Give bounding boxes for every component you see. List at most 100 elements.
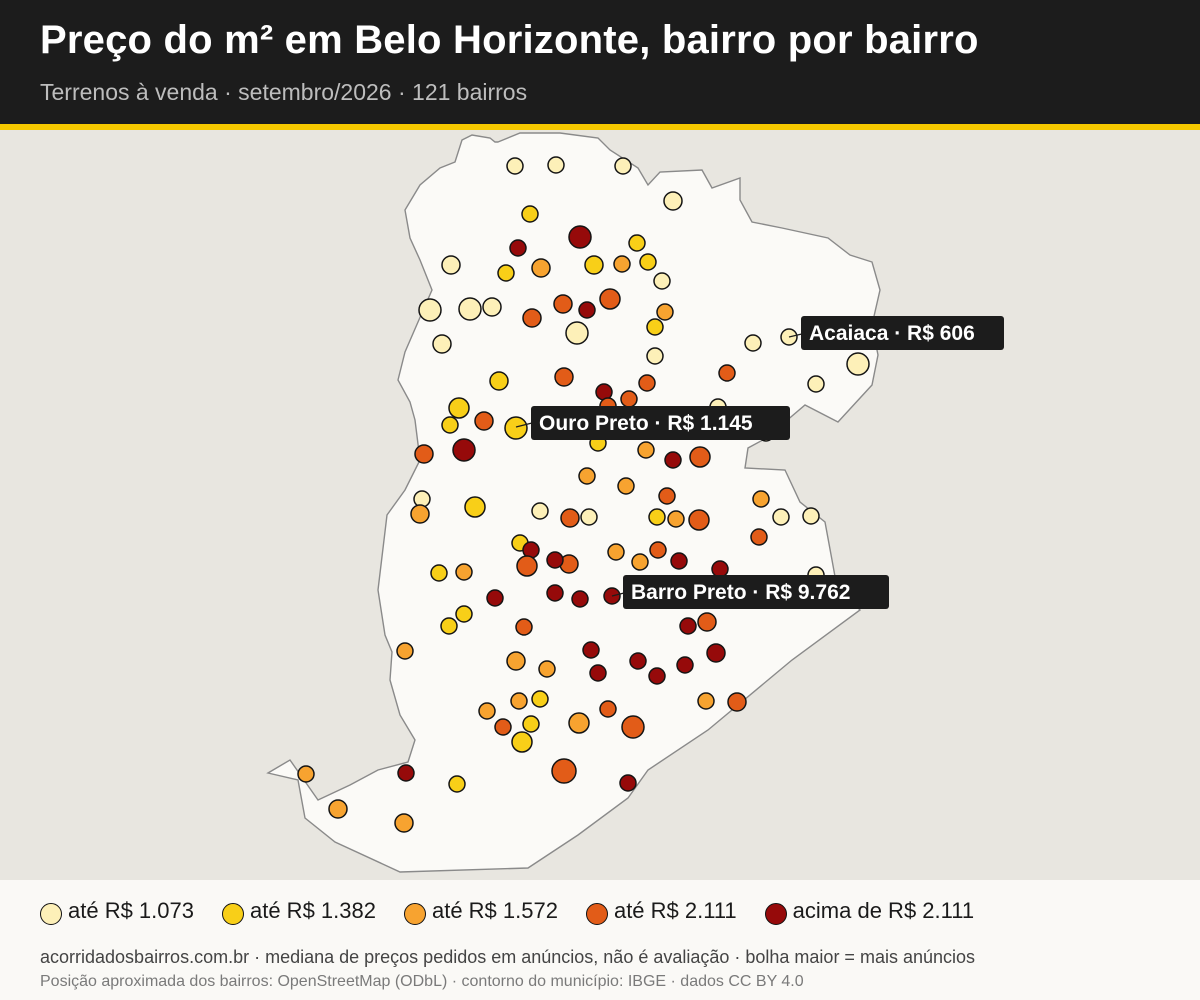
bairro-bubble[interactable] (328, 799, 348, 819)
bairro-bubble[interactable] (658, 487, 676, 505)
bairro-bubble[interactable] (679, 617, 697, 635)
bairro-bubble[interactable] (653, 272, 671, 290)
bairro-bubble[interactable] (486, 589, 504, 607)
bairro-bubble[interactable] (554, 367, 574, 387)
bairro-bubble[interactable] (394, 813, 414, 833)
bairro-bubble[interactable] (516, 555, 538, 577)
bairro-bubble[interactable] (718, 364, 736, 382)
bairro-bubble[interactable] (494, 718, 512, 736)
bairro-bubble[interactable] (440, 617, 458, 635)
bairro-bubble[interactable] (697, 612, 717, 632)
bairro-bubble[interactable] (464, 496, 486, 518)
bairro-bubble[interactable] (750, 528, 768, 546)
bairro-bubble[interactable] (511, 731, 533, 753)
bairro-bubble[interactable] (607, 543, 625, 561)
bairro-bubble[interactable] (474, 411, 494, 431)
bairro-bubble[interactable] (522, 308, 542, 328)
bairro-bubble[interactable] (430, 564, 448, 582)
map-area[interactable]: Acaiaca · R$ 606 Ouro Preto · R$ 1.145 B… (0, 130, 1200, 880)
bairro-bubble[interactable] (620, 390, 638, 408)
bairro-bubble[interactable] (452, 438, 476, 462)
bairro-bubble[interactable] (478, 702, 496, 720)
bairro-bubble[interactable] (497, 264, 515, 282)
bairro-bubble[interactable] (670, 552, 688, 570)
bairro-bubble[interactable] (448, 775, 466, 793)
bairro-bubble[interactable] (522, 715, 540, 733)
bairro-bubble[interactable] (599, 700, 617, 718)
bairro-bubble[interactable] (560, 508, 580, 528)
bairro-bubble[interactable] (638, 374, 656, 392)
bairro-bubble[interactable] (551, 758, 577, 784)
bairro-bubble[interactable] (432, 334, 452, 354)
bairro-bubble[interactable] (547, 156, 565, 174)
bairro-bubble[interactable] (571, 590, 589, 608)
bairro-bubble[interactable] (664, 451, 682, 469)
bairro-bubble[interactable] (639, 253, 657, 271)
bairro-bubble[interactable] (667, 510, 685, 528)
bairro-bubble[interactable] (744, 334, 762, 352)
bairro-bubble[interactable] (546, 551, 564, 569)
bairro-bubble[interactable] (589, 664, 607, 682)
bairro-bubble[interactable] (510, 692, 528, 710)
bairro-bubble[interactable] (646, 318, 664, 336)
bairro-bubble[interactable] (706, 643, 726, 663)
bairro-bubble[interactable] (458, 297, 482, 321)
bairro-bubble[interactable] (506, 157, 524, 175)
bairro-bubble[interactable] (482, 297, 502, 317)
bairro-bubble[interactable] (504, 416, 528, 440)
callout-ouro-preto[interactable]: Ouro Preto · R$ 1.145 (515, 406, 790, 440)
callout-acaiaca[interactable]: Acaiaca · R$ 606 (788, 316, 1004, 350)
bairro-bubble[interactable] (418, 298, 442, 322)
bairro-bubble[interactable] (599, 288, 621, 310)
bairro-bubble[interactable] (297, 765, 315, 783)
bairro-bubble[interactable] (448, 397, 470, 419)
bairro-bubble[interactable] (531, 690, 549, 708)
bairro-bubble[interactable] (568, 712, 590, 734)
bairro-bubble[interactable] (628, 234, 646, 252)
map-svg[interactable]: Acaiaca · R$ 606 Ouro Preto · R$ 1.145 B… (0, 130, 1200, 880)
callout-barro-preto[interactable]: Barro Preto · R$ 9.762 (611, 575, 889, 609)
bairro-bubble[interactable] (619, 774, 637, 792)
bairro-bubble[interactable] (637, 441, 655, 459)
bairro-bubble[interactable] (656, 303, 674, 321)
bairro-bubble[interactable] (711, 560, 729, 578)
bairro-bubble[interactable] (752, 490, 770, 508)
bairro-bubble[interactable] (531, 258, 551, 278)
bairro-bubble[interactable] (614, 157, 632, 175)
bairro-bubble[interactable] (648, 667, 666, 685)
bairro-bubble[interactable] (565, 321, 589, 345)
bairro-bubble[interactable] (538, 660, 556, 678)
bairro-bubble[interactable] (515, 618, 533, 636)
bairro-bubble[interactable] (631, 553, 649, 571)
bairro-bubble[interactable] (648, 508, 666, 526)
bairro-bubble[interactable] (580, 508, 598, 526)
bairro-bubble[interactable] (509, 239, 527, 257)
bairro-bubble[interactable] (697, 692, 715, 710)
bairro-bubble[interactable] (629, 652, 647, 670)
bairro-bubble[interactable] (772, 508, 790, 526)
bairro-bubble[interactable] (455, 605, 473, 623)
bairro-bubble[interactable] (397, 764, 415, 782)
bairro-bubble[interactable] (531, 502, 549, 520)
bairro-bubble[interactable] (617, 477, 635, 495)
bairro-bubble[interactable] (568, 225, 592, 249)
bairro-bubble[interactable] (646, 347, 664, 365)
bairro-bubble[interactable] (621, 715, 645, 739)
bairro-bubble[interactable] (663, 191, 683, 211)
bairro-bubble[interactable] (846, 352, 870, 376)
bairro-bubble[interactable] (613, 255, 631, 273)
bairro-bubble[interactable] (553, 294, 573, 314)
bairro-bubble[interactable] (676, 656, 694, 674)
bairro-bubble[interactable] (578, 467, 596, 485)
bairro-bubble[interactable] (441, 416, 459, 434)
bairro-bubble[interactable] (455, 563, 473, 581)
bairro-bubble[interactable] (649, 541, 667, 559)
bairro-bubble[interactable] (578, 301, 596, 319)
bairro-bubble[interactable] (688, 509, 710, 531)
bairro-bubble[interactable] (546, 584, 564, 602)
bairro-bubble[interactable] (506, 651, 526, 671)
bairro-bubble[interactable] (689, 446, 711, 468)
bairro-bubble[interactable] (489, 371, 509, 391)
bairro-bubble[interactable] (727, 692, 747, 712)
bairro-bubble[interactable] (521, 205, 539, 223)
